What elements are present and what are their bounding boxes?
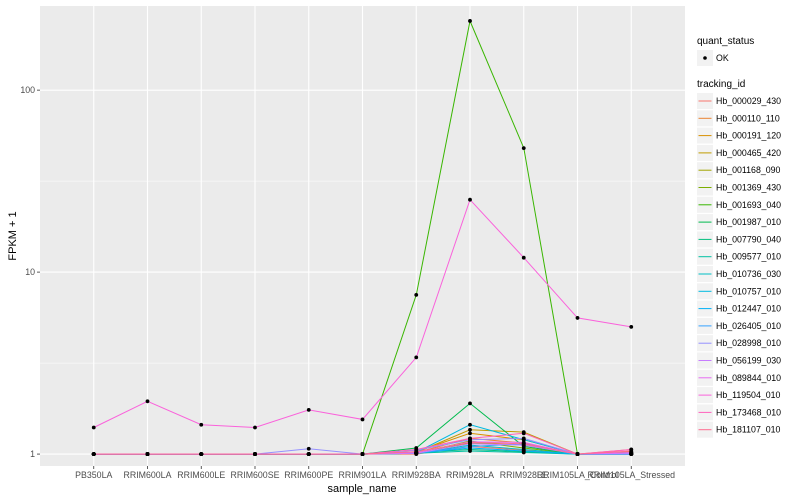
data-point	[468, 19, 472, 23]
data-point	[306, 452, 311, 456]
legend-label: Hb_001693_040	[716, 200, 781, 210]
y-tick-label: 1	[30, 449, 35, 459]
legend-label: Hb_001168_090	[716, 165, 781, 175]
data-point	[253, 452, 257, 456]
data-point	[629, 324, 634, 329]
data-point	[629, 449, 634, 453]
data-point	[360, 452, 365, 456]
data-point	[521, 146, 526, 151]
legend-label: Hb_119504_010	[716, 390, 781, 400]
legend-label: Hb_010736_030	[716, 269, 781, 279]
legend-title-quant-status: quant_status	[697, 36, 754, 47]
legend-label: Hb_056199_030	[716, 356, 781, 366]
data-point	[468, 436, 472, 441]
data-point	[360, 417, 365, 422]
legend-label: Hb_000029_430	[716, 96, 781, 106]
x-tick-label: RRIM600LE	[177, 470, 225, 480]
data-point	[306, 446, 311, 451]
x-tick-label: RRIM901LA	[339, 470, 387, 480]
legend-entries: Hb_000029_430 Hb_000110_110 Hb_000191_120 H…	[697, 93, 781, 438]
data-point	[91, 452, 96, 456]
y-tick-label: 100	[20, 85, 35, 95]
data-point	[145, 399, 150, 404]
legend-label: Hb_000465_420	[716, 148, 781, 158]
data-point	[468, 440, 472, 445]
legend-label-ok: OK	[716, 53, 729, 63]
data-point	[468, 431, 472, 436]
legend-label: Hb_089844_010	[716, 373, 781, 383]
x-tick-label: RRIM105LA_Control	[537, 470, 618, 480]
legend-title-tracking-id: tracking_id	[697, 79, 745, 90]
legend-label: Hb_000110_110	[716, 113, 780, 123]
y-axis-ticks: 1 10 100	[20, 85, 40, 459]
x-tick-label: RRIM928BA	[392, 470, 441, 480]
data-point	[414, 355, 419, 360]
legend-label: Hb_009577_010	[716, 252, 781, 262]
series-points	[91, 19, 634, 456]
x-tick-label: PB350LA	[75, 470, 112, 480]
data-point	[468, 422, 472, 427]
data-point	[468, 449, 472, 453]
data-point	[414, 292, 419, 297]
data-point	[306, 407, 311, 412]
data-point	[575, 452, 580, 456]
legend-label: Hb_010757_010	[716, 286, 781, 296]
legend-label: Hb_181107_010	[716, 425, 781, 435]
data-point	[521, 449, 526, 453]
legend-label: Hb_026405_010	[716, 321, 781, 331]
data-point	[521, 255, 526, 260]
legend-label: Hb_007790_040	[716, 234, 781, 244]
x-tick-label: RRIM600PE	[284, 470, 333, 480]
data-point	[575, 316, 580, 320]
legend-label: Hb_001369_430	[716, 183, 781, 193]
legend-point-ok	[703, 56, 707, 60]
x-tick-label: RRIM600LA	[124, 470, 172, 480]
data-point	[145, 452, 150, 456]
x-axis-title: sample_name	[327, 483, 396, 495]
y-axis-title: FPKM + 1	[7, 211, 19, 260]
legend-label: Hb_173468_010	[716, 407, 781, 417]
legend: quant_status OK tracking_id Hb_000029_43…	[697, 36, 781, 438]
data-point	[468, 427, 472, 432]
data-point	[468, 401, 472, 406]
data-point	[91, 425, 96, 430]
data-point	[468, 444, 472, 449]
legend-label: Hb_000191_120	[716, 131, 781, 141]
data-point	[521, 431, 526, 436]
data-point	[521, 436, 526, 441]
x-tick-label: RRIM105LA_Stressed	[587, 470, 675, 480]
x-tick-label: RRIM928LA	[446, 470, 494, 480]
data-point	[521, 441, 526, 446]
data-point	[468, 197, 472, 202]
data-point	[199, 422, 204, 427]
y-tick-label: 10	[25, 267, 35, 277]
legend-label: Hb_012447_010	[716, 304, 781, 314]
legend-label: Hb_001987_010	[716, 217, 781, 227]
data-point	[199, 452, 204, 456]
x-tick-label: RRIM600SE	[231, 470, 280, 480]
x-tick-label: RRIM928LE	[500, 470, 548, 480]
data-point	[414, 449, 419, 454]
legend-label: Hb_028998_010	[716, 338, 781, 348]
data-point	[253, 425, 257, 430]
x-axis-ticks: PB350LA RRIM600LA RRIM600LE RRIM600SE RRIM60…	[75, 466, 675, 480]
